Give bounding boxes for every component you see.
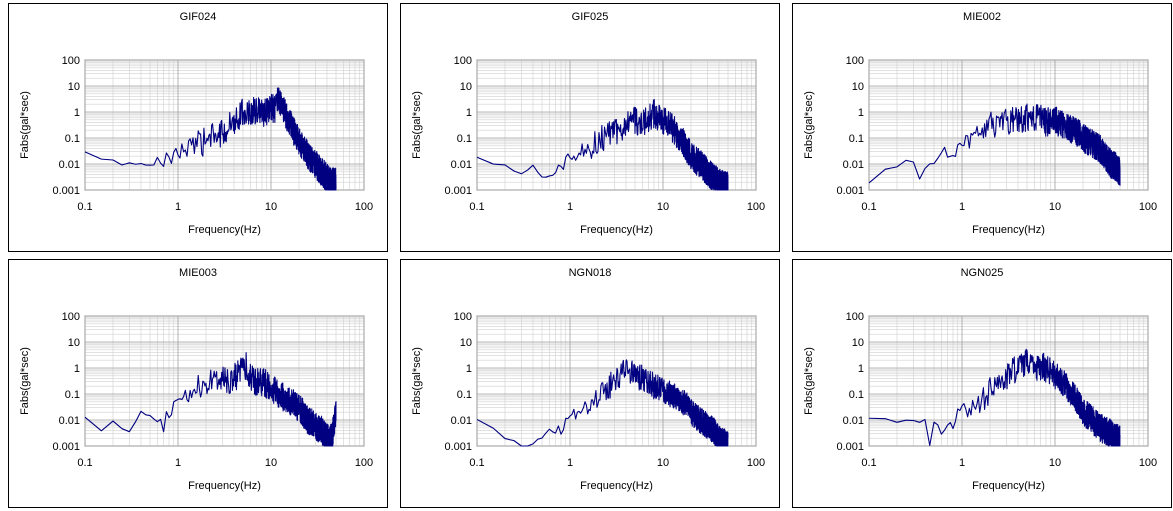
y-tick-label: 1 — [858, 107, 864, 119]
gridlines — [868, 315, 1149, 447]
y-tick-label: 0.1 — [849, 133, 864, 145]
y-tick-label: 0.1 — [849, 389, 864, 401]
x-tick-label: 100 — [1139, 457, 1157, 469]
y-tick-label: 0.1 — [457, 133, 472, 145]
x-tick-label: 10 — [657, 457, 669, 469]
y-tick-label: 0.01 — [59, 159, 80, 171]
spectrum-line — [868, 103, 1121, 186]
x-tick-label: 100 — [355, 457, 373, 469]
y-tick-label: 100 — [846, 55, 864, 67]
x-tick-label: 1 — [959, 201, 965, 213]
x-tick-label: 1 — [175, 457, 181, 469]
y-tick-label: 10 — [68, 337, 80, 349]
y-tick-label: 1 — [466, 107, 472, 119]
chart-title: NGN025 — [961, 267, 1004, 279]
y-tick-label: 1 — [466, 363, 472, 375]
y-tick-label: 0.001 — [52, 185, 80, 197]
x-tick-label: 0.1 — [861, 457, 876, 469]
x-tick-label: 1 — [175, 201, 181, 213]
y-tick-label: 100 — [454, 55, 472, 67]
x-axis-label: Frequency(Hz) — [188, 480, 261, 492]
y-tick-label: 0.01 — [451, 159, 472, 171]
y-tick-label: 0.1 — [457, 389, 472, 401]
y-axis-label: Fabs(gal*sec) — [19, 91, 31, 159]
chart-svg: NGN018 0.001 0.01 0.1 1 10 100 0.1 1 10 100 Frequen… — [400, 259, 780, 508]
x-tick-label: 1 — [959, 457, 965, 469]
y-tick-label: 10 — [852, 81, 864, 93]
y-tick-label: 10 — [460, 81, 472, 93]
chart-title: MIE003 — [179, 267, 217, 279]
chart-title: NGN018 — [569, 267, 612, 279]
chart-panel: GIF025 0.001 0.01 0.1 1 10 100 0.1 1 10 100 Frequen… — [400, 3, 780, 252]
x-tick-label: 10 — [657, 201, 669, 213]
x-axis-label: Frequency(Hz) — [580, 480, 653, 492]
y-tick-label: 0.01 — [451, 415, 472, 427]
x-tick-label: 100 — [1139, 201, 1157, 213]
x-tick-label: 100 — [747, 457, 765, 469]
chart-panel: NGN018 0.001 0.01 0.1 1 10 100 0.1 1 10 100 Frequen… — [400, 259, 780, 508]
x-tick-label: 10 — [265, 201, 277, 213]
spectrum-line — [476, 98, 729, 191]
chart-panel: MIE002 0.001 0.01 0.1 1 10 100 0.1 1 10 100 Frequen… — [792, 3, 1172, 252]
x-tick-label: 10 — [1049, 201, 1061, 213]
x-axis-label: Frequency(Hz) — [188, 224, 261, 236]
y-tick-label: 0.01 — [843, 159, 864, 171]
y-tick-label: 1 — [74, 107, 80, 119]
x-axis-label: Frequency(Hz) — [972, 480, 1045, 492]
y-axis-label: Fabs(gal*sec) — [411, 91, 423, 159]
y-tick-label: 0.01 — [843, 415, 864, 427]
gridlines — [84, 59, 365, 191]
y-tick-label: 0.001 — [836, 441, 864, 453]
spectrum-line — [476, 359, 729, 447]
y-tick-label: 10 — [852, 337, 864, 349]
chart-title: GIF025 — [572, 11, 609, 23]
x-tick-label: 100 — [747, 201, 765, 213]
chart-panel: NGN025 0.001 0.01 0.1 1 10 100 0.1 1 10 100 Frequen… — [792, 259, 1172, 508]
x-tick-label: 0.1 — [861, 201, 876, 213]
y-tick-label: 0.1 — [65, 133, 80, 145]
y-tick-label: 100 — [454, 311, 472, 323]
y-tick-label: 100 — [62, 55, 80, 67]
x-axis-label: Frequency(Hz) — [580, 224, 653, 236]
x-tick-label: 100 — [355, 201, 373, 213]
y-tick-label: 100 — [846, 311, 864, 323]
y-axis-label: Fabs(gal*sec) — [19, 347, 31, 415]
chart-title: MIE002 — [963, 11, 1001, 23]
x-tick-label: 10 — [1049, 457, 1061, 469]
x-tick-label: 0.1 — [469, 201, 484, 213]
chart-svg: MIE003 0.001 0.01 0.1 1 10 100 0.1 1 10 100 Frequen… — [8, 259, 388, 508]
chart-svg: GIF025 0.001 0.01 0.1 1 10 100 0.1 1 10 100 Frequen… — [400, 3, 780, 252]
spectrum-line — [868, 348, 1121, 447]
y-tick-label: 10 — [460, 337, 472, 349]
chart-panel: GIF024 0.001 0.01 0.1 1 10 100 0.1 1 10 100 Frequen… — [8, 3, 388, 252]
x-axis-label: Frequency(Hz) — [972, 224, 1045, 236]
y-tick-label: 0.001 — [836, 185, 864, 197]
y-tick-label: 10 — [68, 81, 80, 93]
x-tick-label: 10 — [265, 457, 277, 469]
y-tick-label: 0.001 — [444, 441, 472, 453]
spectrum-line — [84, 352, 337, 447]
y-tick-label: 1 — [74, 363, 80, 375]
y-tick-label: 1 — [858, 363, 864, 375]
y-axis-label: Fabs(gal*sec) — [803, 91, 815, 159]
x-tick-label: 1 — [567, 457, 573, 469]
x-tick-label: 0.1 — [77, 201, 92, 213]
x-tick-label: 0.1 — [469, 457, 484, 469]
chart-svg: GIF024 0.001 0.01 0.1 1 10 100 0.1 1 10 100 Frequen… — [8, 3, 388, 252]
x-tick-label: 0.1 — [77, 457, 92, 469]
x-tick-label: 1 — [567, 201, 573, 213]
y-tick-label: 0.1 — [65, 389, 80, 401]
y-axis-label: Fabs(gal*sec) — [411, 347, 423, 415]
chart-svg: NGN025 0.001 0.01 0.1 1 10 100 0.1 1 10 100 Frequen… — [792, 259, 1172, 508]
chart-title: GIF024 — [180, 11, 217, 23]
chart-svg: MIE002 0.001 0.01 0.1 1 10 100 0.1 1 10 100 Frequen… — [792, 3, 1172, 252]
y-tick-label: 0.01 — [59, 415, 80, 427]
y-axis-label: Fabs(gal*sec) — [803, 347, 815, 415]
y-tick-label: 100 — [62, 311, 80, 323]
y-tick-label: 0.001 — [52, 441, 80, 453]
chart-panel: MIE003 0.001 0.01 0.1 1 10 100 0.1 1 10 100 Frequen… — [8, 259, 388, 508]
spectrum-line — [84, 87, 337, 191]
y-tick-label: 0.001 — [444, 185, 472, 197]
